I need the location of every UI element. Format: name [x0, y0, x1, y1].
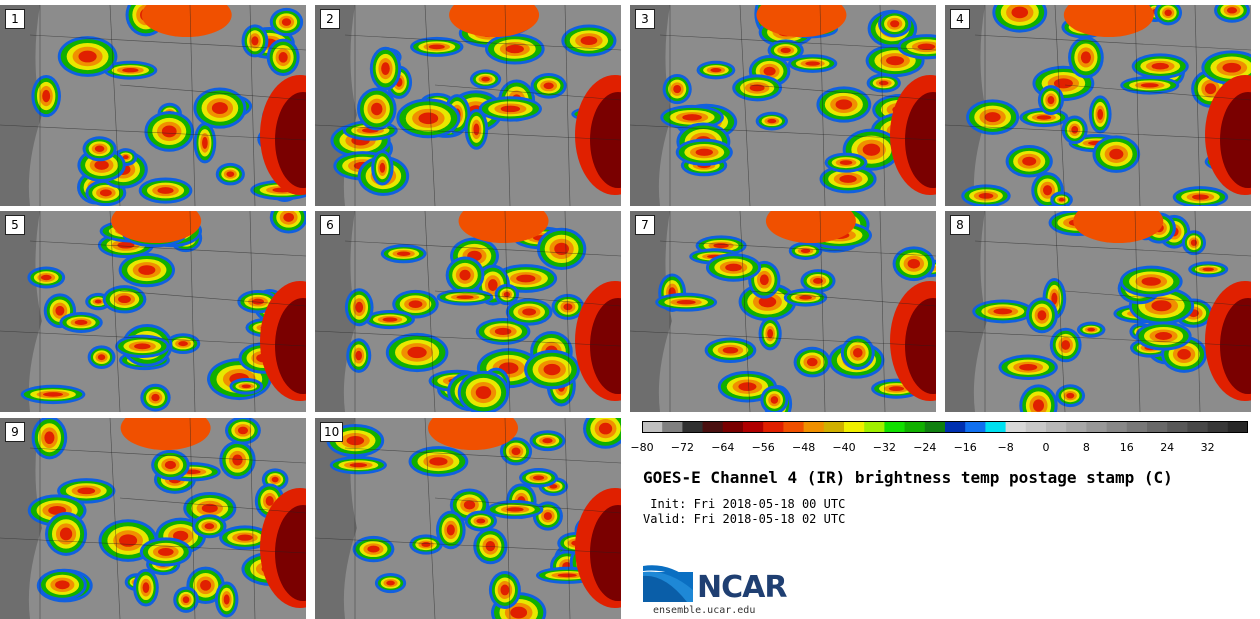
member-panel: 4 [945, 5, 1251, 206]
colorbar-bin [1005, 421, 1027, 433]
colorbar-bin [884, 421, 906, 433]
ncar-logo-text: NCAR [697, 570, 787, 605]
colorbar-bin [682, 421, 704, 433]
member-number: 2 [320, 9, 340, 29]
colorbar-bin [904, 421, 926, 433]
satellite-ir-map [630, 5, 936, 206]
colorbar-bin [1227, 421, 1248, 433]
colorbar-bin [1025, 421, 1047, 433]
colorbar-bin [783, 421, 805, 433]
member-panel: 6 [315, 211, 621, 412]
member-panel: 5 [0, 211, 306, 412]
member-number: 6 [320, 215, 340, 235]
satellite-ir-map [0, 5, 306, 206]
colorbar-bin [1066, 421, 1087, 433]
satellite-ir-map [945, 211, 1251, 412]
member-panel: 2 [315, 5, 621, 206]
colorbar-tick-label: −24 [913, 441, 937, 454]
colorbar-bin [844, 421, 865, 433]
colorbar-bin [924, 421, 946, 433]
member-number: 3 [635, 9, 655, 29]
satellite-ir-map [315, 5, 621, 206]
colorbar-bin [823, 421, 845, 433]
colorbar-tick-label: 8 [1082, 441, 1090, 454]
temperature-colorbar [642, 421, 1248, 433]
colorbar-bin [763, 421, 784, 433]
colorbar-tick-label: −72 [670, 441, 694, 454]
colorbar-bin [864, 421, 885, 433]
colorbar-bin [1207, 421, 1229, 433]
member-panel: 1 [0, 5, 306, 206]
colorbar-bin [1046, 421, 1067, 433]
colorbar-bin [743, 421, 764, 433]
member-number: 1 [5, 9, 25, 29]
colorbar-tick-label: −56 [751, 441, 775, 454]
source-url: ensemble.ucar.edu [653, 605, 756, 616]
satellite-ir-map [0, 418, 306, 619]
colorbar-tick-label: −64 [711, 441, 735, 454]
satellite-ir-map [315, 211, 621, 412]
colorbar-tick-label: −80 [630, 441, 654, 454]
member-panel: 7 [630, 211, 936, 412]
colorbar-tick-label: 16 [1119, 441, 1134, 454]
colorbar-tick-label: −40 [832, 441, 856, 454]
member-number: 9 [5, 422, 25, 442]
ncar-logo-icon [643, 565, 693, 602]
member-panel: 8 [945, 211, 1251, 412]
valid-time: Valid: Fri 2018-05-18 02 UTC [643, 512, 846, 526]
satellite-ir-map [630, 211, 936, 412]
colorbar-tick-label: −8 [997, 441, 1014, 454]
colorbar-bin [1126, 421, 1148, 433]
figure-title: GOES-E Channel 4 (IR) brightness temp po… [643, 468, 1173, 487]
member-number: 10 [320, 422, 344, 442]
member-panel: 10 [315, 418, 621, 619]
member-number: 7 [635, 215, 655, 235]
member-number: 8 [950, 215, 970, 235]
colorbar-bin [1187, 421, 1209, 433]
colorbar-tick-label: −32 [872, 441, 896, 454]
colorbar-tick-label: 24 [1160, 441, 1175, 454]
colorbar-bin [985, 421, 1007, 433]
colorbar-bin [722, 421, 744, 433]
colorbar-tick-label: 0 [1042, 441, 1050, 454]
colorbar-bin [642, 421, 663, 433]
colorbar-bin [965, 421, 986, 433]
member-panel: 9 [0, 418, 306, 619]
colorbar-bin [702, 421, 724, 433]
member-number: 5 [5, 215, 25, 235]
colorbar-bin [662, 421, 683, 433]
colorbar-bin [1106, 421, 1128, 433]
colorbar-bin [945, 421, 966, 433]
satellite-ir-map [315, 418, 621, 619]
member-number: 4 [950, 9, 970, 29]
colorbar-tick-label: 32 [1200, 441, 1215, 454]
colorbar-tick-label: −48 [791, 441, 816, 454]
colorbar-bin [1167, 421, 1188, 433]
colorbar-tick-label: −16 [953, 441, 977, 454]
colorbar-bin [803, 421, 825, 433]
member-panel: 3 [630, 5, 936, 206]
satellite-ir-map [945, 5, 1251, 206]
satellite-ir-map [0, 211, 306, 412]
colorbar-bin [1086, 421, 1108, 433]
init-time: Init: Fri 2018-05-18 00 UTC [643, 497, 846, 511]
colorbar-bin [1147, 421, 1168, 433]
